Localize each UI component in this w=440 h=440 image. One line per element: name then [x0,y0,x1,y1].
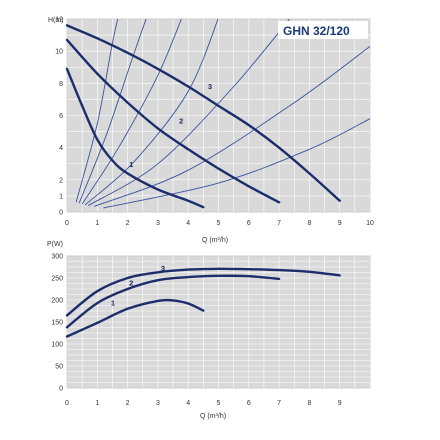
y-tick-label: 50 [55,364,63,371]
y-tick-label: 250 [51,276,63,283]
y-tick-label: 300 [51,254,63,261]
y-tick-label: 8 [59,81,63,88]
title-box [278,21,368,39]
head-chart-grid [66,18,371,213]
y-tick-label: 4 [59,145,63,152]
x-tick-label: 6 [247,400,251,407]
x-tick-label: 2 [126,400,130,407]
x-tick-label: 1 [95,220,99,227]
system-curve [78,19,147,204]
y-tick-label: 0 [59,386,63,393]
head-curve-3 [65,24,341,202]
y-tick-label: 12 [55,17,63,24]
head-curve-2 [65,38,281,204]
head-curve-label-1: 1 [129,160,133,169]
power-chart: 1 2 3 0 1 2 3 4 5 6 7 8 9 0 50 100 150 200 250 300 P(W) Q … [47,241,371,420]
power-curve-label-2: 2 [129,278,133,287]
head-curves: 1 2 3 [65,24,341,209]
x-tick-label: 8 [307,220,311,227]
x-tick-label: 10 [366,220,374,227]
system-curve [75,19,119,203]
power-chart-ticks: 0 1 2 3 4 5 6 7 8 9 0 50 100 150 200 250 300 [51,254,341,408]
power-curve-3 [65,267,341,317]
y-tick-label: 2 [59,177,63,184]
head-ylabel: H(m) [48,17,64,24]
x-tick-label: 7 [277,400,281,407]
x-tick-label: 5 [217,220,221,227]
x-tick-label: 0 [65,400,69,407]
power-curve-1 [65,298,205,338]
head-curve-1 [65,67,205,209]
y-tick-label: 150 [51,320,63,327]
system-curve [94,45,370,207]
power-xlabel: Q (m³/h) [200,413,226,420]
head-curve-label-3: 3 [208,82,212,91]
power-curve-2 [65,274,281,329]
y-tick-label: 1 [59,193,63,200]
power-curve-label-3: 3 [161,264,165,273]
x-tick-label: 9 [338,400,342,407]
x-tick-label: 0 [65,220,69,227]
y-tick-label: 0 [59,210,63,217]
y-tick-label: 200 [51,298,63,305]
x-tick-label: 4 [186,400,190,407]
y-tick-label: 10 [55,49,63,56]
x-tick-label: 8 [307,400,311,407]
x-tick-label: 3 [156,220,160,227]
system-curve [87,19,291,206]
y-tick-label: 6 [59,113,63,120]
x-tick-label: 7 [277,220,281,227]
x-tick-label: 5 [217,400,221,407]
power-curves: 1 2 3 [65,264,341,338]
y-tick-label: 100 [51,342,63,349]
power-ylabel: P(W) [47,241,63,248]
head-xlabel: Q (m³/h) [202,237,228,244]
x-tick-label: 1 [95,400,99,407]
x-tick-label: 4 [186,220,190,227]
head-curve-label-2: 2 [179,117,183,126]
system-curve [103,118,370,209]
chart-title: GHN 32/120 [283,24,350,38]
system-curve [84,19,219,206]
x-tick-label: 3 [156,400,160,407]
power-curve-label-1: 1 [111,298,115,307]
x-tick-label: 6 [247,220,251,227]
x-tick-label: 2 [126,220,130,227]
x-tick-label: 9 [338,220,342,227]
